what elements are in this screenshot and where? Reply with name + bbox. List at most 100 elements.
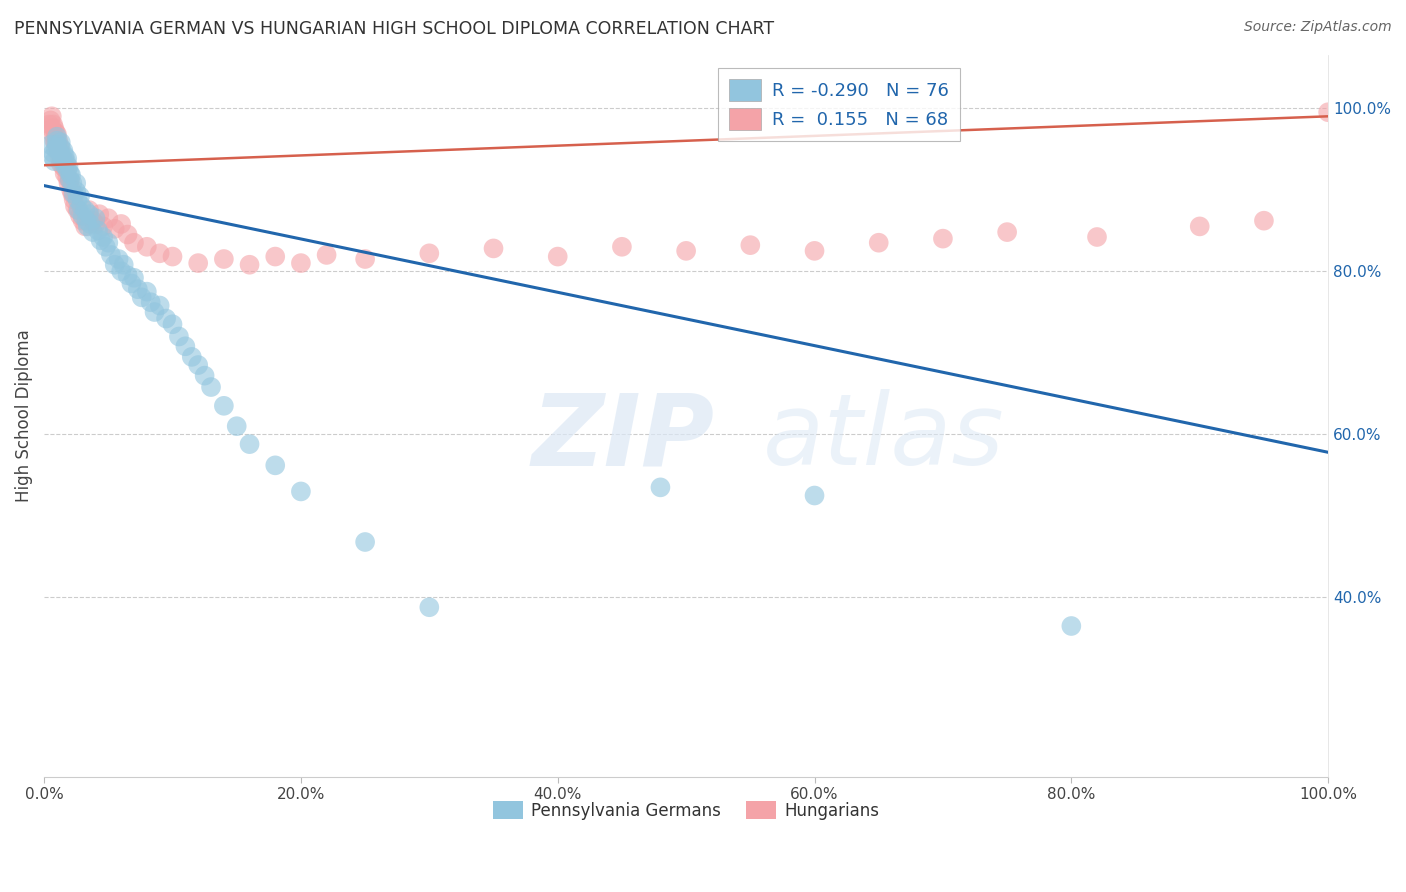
Point [120, 277, 142, 291]
Point [48, 140, 70, 154]
Point [58, 176, 80, 190]
Point [264, 458, 287, 473]
Point [127, 282, 149, 296]
Point [46, 127, 69, 141]
Point [107, 252, 129, 266]
Point [354, 252, 377, 266]
Point [44, 121, 66, 136]
Point [53, 166, 76, 180]
Point [46, 129, 69, 144]
Point [75, 219, 97, 234]
Point [112, 258, 135, 272]
Point [55, 162, 77, 177]
Point [354, 535, 377, 549]
Point [110, 217, 132, 231]
Point [97, 211, 120, 226]
Point [72, 213, 94, 227]
Point [675, 244, 697, 258]
Point [803, 489, 825, 503]
Point [418, 246, 440, 260]
Point [610, 240, 633, 254]
Point [60, 168, 83, 182]
Point [49, 140, 72, 154]
Point [174, 339, 197, 353]
Point [82, 225, 104, 239]
Point [162, 318, 184, 332]
Point [42, 150, 65, 164]
Point [75, 203, 97, 218]
Point [49, 136, 72, 150]
Point [803, 244, 825, 258]
Point [53, 154, 76, 169]
Point [91, 219, 114, 234]
Point [42, 127, 65, 141]
Text: ZIP: ZIP [531, 389, 716, 486]
Point [104, 258, 127, 272]
Point [122, 270, 145, 285]
Point [66, 193, 89, 207]
Point [82, 213, 104, 227]
Point [58, 160, 80, 174]
Point [46, 144, 69, 158]
Point [135, 240, 157, 254]
Point [162, 250, 184, 264]
Point [53, 158, 76, 172]
Point [63, 199, 86, 213]
Point [59, 173, 82, 187]
Point [51, 152, 73, 166]
Point [46, 134, 69, 148]
Point [1253, 213, 1275, 227]
Point [290, 256, 312, 270]
Point [77, 207, 100, 221]
Point [46, 137, 69, 152]
Point [72, 209, 94, 223]
Point [41, 109, 63, 123]
Point [238, 437, 260, 451]
Point [45, 142, 67, 156]
Point [55, 154, 77, 169]
Point [1085, 230, 1108, 244]
Point [1188, 219, 1211, 234]
Point [418, 600, 440, 615]
Text: PENNSYLVANIA GERMAN VS HUNGARIAN HIGH SCHOOL DIPLOMA CORRELATION CHART: PENNSYLVANIA GERMAN VS HUNGARIAN HIGH SC… [14, 20, 775, 37]
Point [62, 186, 84, 201]
Point [482, 241, 505, 255]
Point [76, 213, 98, 227]
Point [94, 240, 117, 254]
Point [180, 350, 202, 364]
Point [56, 152, 79, 166]
Point [122, 235, 145, 250]
Point [868, 235, 890, 250]
Point [212, 252, 235, 266]
Point [67, 203, 90, 218]
Point [87, 223, 110, 237]
Point [39, 137, 62, 152]
Point [104, 222, 127, 236]
Point [60, 186, 83, 201]
Point [41, 121, 63, 136]
Point [167, 329, 190, 343]
Point [49, 146, 72, 161]
Point [995, 225, 1018, 239]
Point [39, 113, 62, 128]
Point [69, 189, 91, 203]
Point [44, 134, 66, 148]
Point [48, 146, 70, 161]
Point [117, 227, 139, 242]
Point [49, 156, 72, 170]
Point [97, 235, 120, 250]
Point [117, 268, 139, 283]
Point [187, 358, 209, 372]
Point [155, 311, 177, 326]
Point [84, 211, 107, 226]
Legend: Pennsylvania Germans, Hungarians: Pennsylvania Germans, Hungarians [486, 794, 886, 826]
Point [91, 230, 114, 244]
Point [139, 295, 162, 310]
Point [110, 264, 132, 278]
Point [46, 134, 69, 148]
Point [45, 136, 67, 150]
Point [290, 484, 312, 499]
Point [66, 203, 89, 218]
Point [59, 173, 82, 187]
Point [225, 419, 247, 434]
